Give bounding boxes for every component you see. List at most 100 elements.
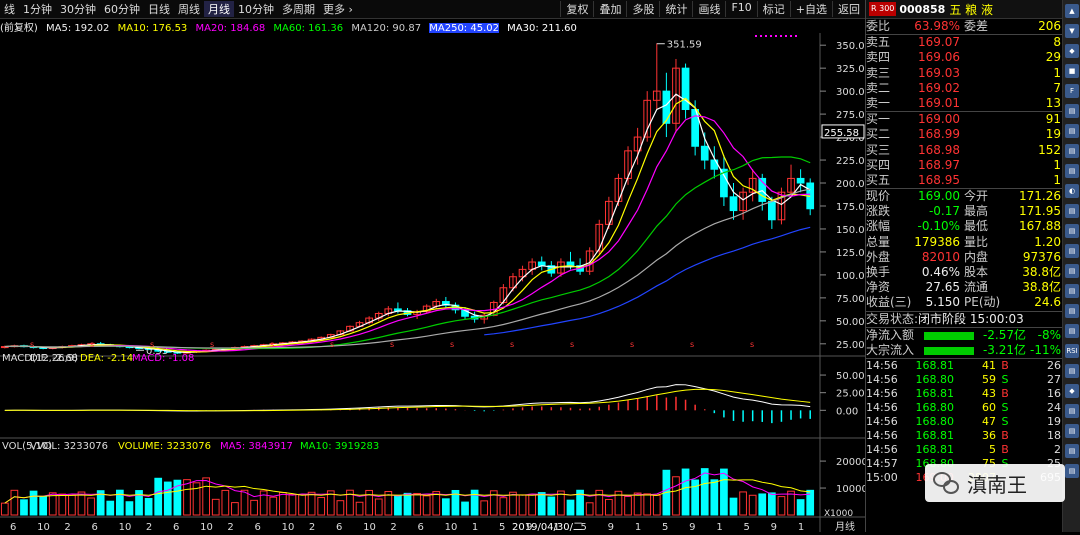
- tool-button-4[interactable]: 画线: [692, 1, 725, 17]
- chart-area[interactable]: MACD(12,26,9) DIF: -2.68 DEA: -2.14 MACD…: [0, 33, 868, 533]
- tick-row-3[interactable]: 14:56 168.80 60 S 24: [866, 401, 1063, 415]
- chart-tools: 复权 叠加 多股 统计 画线 F10 标记 +自选 返回: [560, 1, 865, 17]
- tick-count: 16: [1047, 387, 1061, 401]
- sidebar-tool-icon-15[interactable]: ▤: [1065, 304, 1079, 318]
- tick-row-2[interactable]: 14:56 168.81 43 B 16: [866, 387, 1063, 401]
- tick-count: 2: [1054, 443, 1061, 457]
- sidebar-tool-icon-22[interactable]: ▤: [1065, 444, 1079, 458]
- macd-dif: DIF: -2.68: [30, 353, 78, 364]
- sidebar-tool-icon-10[interactable]: ▤: [1065, 204, 1079, 218]
- stock-name[interactable]: 五 粮 液: [949, 2, 993, 17]
- x-axis-label: 1: [635, 522, 641, 532]
- tick-row-0[interactable]: 14:56 168.81 41 B 26: [866, 359, 1063, 373]
- vol-axis-label: 20000: [836, 457, 865, 468]
- timeframe-tab-1[interactable]: 1分钟: [23, 3, 52, 16]
- macd-title: MACD(12,26,9): [2, 353, 78, 364]
- tool-button-8[interactable]: 返回: [832, 1, 865, 17]
- sidebar-tool-icon-16[interactable]: ▤: [1065, 324, 1079, 338]
- volume-bar: [710, 479, 719, 516]
- timeframe-tab-6[interactable]: 月线: [204, 1, 234, 17]
- sidebar-tool-icon-3[interactable]: ■: [1065, 64, 1079, 78]
- tick-time: 14:56: [866, 373, 898, 387]
- sidebar-tool-icon-13[interactable]: ▤: [1065, 264, 1079, 278]
- stat-row-1: 涨跌 -0.17 最高 171.95: [866, 204, 1063, 219]
- tick-side: B: [1001, 443, 1009, 457]
- x-axis-label: 1: [553, 522, 559, 532]
- tool-button-1[interactable]: 叠加: [593, 1, 626, 17]
- tool-button-7[interactable]: +自选: [789, 1, 832, 17]
- timeframe-tab-0[interactable]: 线: [4, 3, 15, 16]
- volume-bar: [48, 492, 57, 516]
- tick-row-6[interactable]: 14:56 168.81 5 B 2: [866, 443, 1063, 457]
- volume-bar: [336, 500, 345, 516]
- signal-dot: [760, 35, 762, 37]
- right-tool-sidebar: ▲ ▼ ◆ ■ F ▤ ▤ ▤ ▤ ◐ ▤ ▤ ▤ ▤ ▤ ▤ ▤ RSI ▤ ◆ ▤ ▤ ▤ ▤: [1062, 0, 1080, 532]
- volume-bar: [77, 491, 86, 516]
- kline-chart[interactable]: MACD(12,26,9) DIF: -2.68 DEA: -2.14 MACD…: [0, 33, 868, 533]
- stat-label: 总量: [866, 234, 891, 249]
- tick-time: 14:56: [866, 387, 898, 401]
- tick-list[interactable]: 14:56 168.81 41 B 26 14:56 168.80 59 S 27 14:56 168…: [866, 358, 1063, 485]
- sidebar-tool-icon-12[interactable]: ▤: [1065, 244, 1079, 258]
- bid-row-3-price: 168.97: [918, 157, 960, 172]
- stat-value: 38.8亿: [1022, 265, 1061, 279]
- sidebar-tool-icon-20[interactable]: ▤: [1065, 404, 1079, 418]
- tick-time: 14:56: [866, 429, 898, 443]
- sidebar-tool-icon-18[interactable]: ▤: [1065, 364, 1079, 378]
- timeframe-tab-5[interactable]: 周线: [178, 3, 200, 16]
- sidebar-tool-icon-23[interactable]: ▤: [1065, 464, 1079, 478]
- tick-row-4[interactable]: 14:56 168.80 47 S 19: [866, 415, 1063, 429]
- sidebar-tool-icon-17[interactable]: RSI: [1065, 344, 1079, 358]
- sidebar-tool-icon-6[interactable]: ▤: [1065, 124, 1079, 138]
- stat-value: 1.20: [1034, 234, 1061, 249]
- sidebar-tool-icon-8[interactable]: ▤: [1065, 164, 1079, 178]
- tick-row-5[interactable]: 14:56 168.81 36 B 18: [866, 429, 1063, 443]
- sidebar-tool-icon-2[interactable]: ◆: [1065, 44, 1079, 58]
- stock-code[interactable]: 000858: [899, 2, 946, 16]
- tick-price: 168.80: [915, 401, 955, 415]
- candle-body: [758, 177, 767, 202]
- stat-label: 量比: [964, 234, 989, 249]
- tick-time: 14:56: [866, 359, 898, 373]
- timeframe-tab-3[interactable]: 60分钟: [104, 3, 140, 16]
- sidebar-tool-icon-14[interactable]: ▤: [1065, 284, 1079, 298]
- tool-button-5[interactable]: F10: [725, 1, 756, 17]
- timeframe-tab-2[interactable]: 30分钟: [60, 3, 96, 16]
- current-price-box: [821, 124, 865, 139]
- sidebar-tool-icon-4[interactable]: F: [1065, 84, 1079, 98]
- tick-row-1[interactable]: 14:56 168.80 59 S 27: [866, 373, 1063, 387]
- ask-row-4: 卖一 169.01 13: [866, 96, 1063, 111]
- period-label: 月线: [835, 520, 855, 532]
- tool-button-0[interactable]: 复权: [560, 1, 593, 17]
- stat-label: 净资: [866, 280, 891, 295]
- x-axis-label: 6: [10, 522, 16, 532]
- sidebar-tool-icon-5[interactable]: ▤: [1065, 104, 1079, 118]
- candle-body: [441, 301, 450, 306]
- sidebar-tool-icon-1[interactable]: ▼: [1065, 24, 1079, 38]
- sidebar-tool-icon-9[interactable]: ◐: [1065, 184, 1079, 198]
- x-axis-label: 6: [173, 522, 179, 532]
- tool-button-6[interactable]: 标记: [756, 1, 790, 17]
- stat-label: 涨幅: [866, 219, 891, 234]
- sidebar-tool-icon-0[interactable]: ▲: [1065, 4, 1079, 18]
- tool-button-3[interactable]: 统计: [659, 1, 692, 17]
- stat-row-7: 收益(三) 5.150 PE(动) 24.6: [866, 295, 1063, 310]
- sidebar-tool-icon-7[interactable]: ▤: [1065, 144, 1079, 158]
- sidebar-tool-icon-21[interactable]: ▤: [1065, 424, 1079, 438]
- x-axis-label: 10: [282, 522, 295, 532]
- volume-bar: [106, 500, 115, 516]
- timeframe-tab-4[interactable]: 日线: [148, 3, 170, 16]
- timeframe-tab-8[interactable]: 多周期: [282, 3, 315, 16]
- volume-bar: [317, 497, 326, 516]
- volume-bar: [441, 498, 450, 516]
- sidebar-tool-icon-19[interactable]: ◆: [1065, 384, 1079, 398]
- volume-bar: [739, 491, 747, 516]
- price-axis-label: 350.0: [836, 41, 865, 52]
- timeframe-tab-9[interactable]: 更多 ›: [323, 3, 353, 16]
- flow-row-0: 净流入额 -2.57亿 -8%: [866, 328, 1063, 343]
- sidebar-tool-icon-11[interactable]: ▤: [1065, 224, 1079, 238]
- volume-bar: [221, 489, 230, 516]
- timeframe-tab-7[interactable]: 10分钟: [238, 3, 274, 16]
- volume-bar: [777, 496, 786, 516]
- tool-button-2[interactable]: 多股: [626, 1, 659, 17]
